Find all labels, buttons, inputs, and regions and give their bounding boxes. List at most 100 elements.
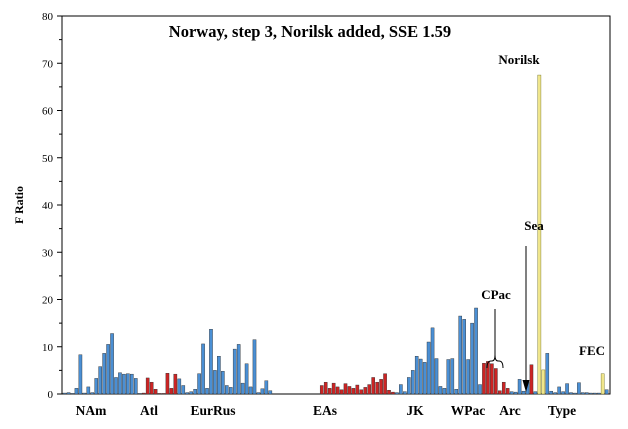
- bar: [541, 369, 546, 395]
- bar: [189, 391, 193, 395]
- bar: [256, 392, 261, 395]
- bar: [561, 391, 565, 395]
- bar: [367, 384, 372, 395]
- y-tick-label: 50: [42, 153, 54, 165]
- bar: [169, 388, 174, 395]
- y-tick-label: 70: [42, 58, 54, 70]
- bar: [106, 344, 110, 395]
- bar: [327, 388, 332, 395]
- sea-pointer-arrowhead: [522, 380, 530, 392]
- bar: [86, 386, 91, 395]
- bar: [217, 356, 221, 395]
- bar: [122, 373, 126, 395]
- bar: [165, 373, 170, 395]
- bar: [446, 359, 451, 395]
- group-label-wpac: WPac: [451, 403, 486, 418]
- bar: [509, 391, 514, 395]
- bar: [141, 392, 146, 395]
- group-label-jk: JK: [406, 403, 424, 418]
- bar: [98, 366, 102, 395]
- bar: [319, 385, 324, 395]
- bar: [414, 356, 419, 395]
- bar: [225, 385, 229, 395]
- group-label-nam: NAm: [76, 403, 107, 418]
- bar: [205, 388, 209, 395]
- bars-group: [62, 74, 609, 395]
- bar: [466, 359, 470, 395]
- bar: [533, 391, 538, 395]
- bar: [134, 378, 138, 395]
- chart-title: Norway, step 3, Norilsk added, SSE 1.59: [169, 22, 451, 41]
- bar: [573, 392, 577, 395]
- bar: [537, 74, 542, 395]
- bar: [70, 393, 75, 395]
- annotation-sea: Sea: [524, 218, 544, 233]
- annotations-group: [486, 246, 530, 392]
- bar: [391, 391, 395, 395]
- bar: [268, 390, 273, 395]
- bar: [213, 370, 217, 395]
- bar: [114, 377, 118, 395]
- bar: [161, 393, 166, 395]
- bar: [395, 392, 399, 395]
- group-label-type: Type: [548, 403, 576, 418]
- bar: [581, 392, 585, 395]
- bar: [102, 353, 106, 395]
- bar: [244, 363, 249, 395]
- annotation-norilsk: Norilsk: [498, 52, 540, 67]
- bar: [379, 379, 383, 395]
- bar: [240, 382, 245, 395]
- bar: [145, 377, 150, 395]
- bar: [110, 333, 114, 395]
- bar: [347, 386, 352, 395]
- bar: [490, 363, 494, 395]
- bar: [557, 386, 561, 395]
- bar: [82, 392, 87, 395]
- bar: [501, 381, 506, 395]
- bar: [126, 373, 130, 395]
- y-tick-label: 40: [42, 200, 54, 212]
- bar: [90, 392, 95, 395]
- bar: [553, 392, 557, 395]
- bar: [209, 329, 213, 395]
- bar: [596, 392, 601, 395]
- bar: [438, 386, 443, 395]
- bar: [153, 389, 158, 395]
- bar: [589, 392, 593, 395]
- bar: [458, 315, 463, 395]
- bar: [478, 384, 482, 395]
- bar: [549, 390, 554, 395]
- bar: [482, 363, 486, 395]
- bar: [399, 384, 403, 395]
- annotation-cpac: CPac: [481, 287, 511, 302]
- bar: [66, 392, 71, 395]
- bar: [260, 388, 265, 395]
- y-axis-label: F Ratio: [12, 186, 26, 224]
- bar: [585, 392, 589, 395]
- bar: [221, 371, 225, 395]
- bar: [323, 381, 328, 395]
- bar: [494, 368, 498, 395]
- bar: [545, 353, 550, 395]
- plot-area: [61, 15, 611, 395]
- bar: [387, 390, 391, 395]
- bar: [474, 307, 478, 395]
- bar: [343, 383, 348, 395]
- bar: [236, 344, 241, 395]
- bar: [355, 384, 360, 395]
- bar: [232, 348, 237, 395]
- bar: [407, 377, 411, 395]
- bar: [264, 380, 269, 395]
- bar: [403, 391, 407, 395]
- group-label-eas: EAs: [313, 403, 337, 418]
- bar: [430, 327, 435, 395]
- bar: [442, 388, 447, 395]
- group-label-atl: Atl: [140, 403, 158, 418]
- bar: [78, 354, 83, 395]
- bar: [351, 388, 356, 395]
- bar: [331, 382, 336, 395]
- bar: [149, 381, 154, 395]
- bar: [454, 389, 459, 395]
- bar: [513, 391, 518, 395]
